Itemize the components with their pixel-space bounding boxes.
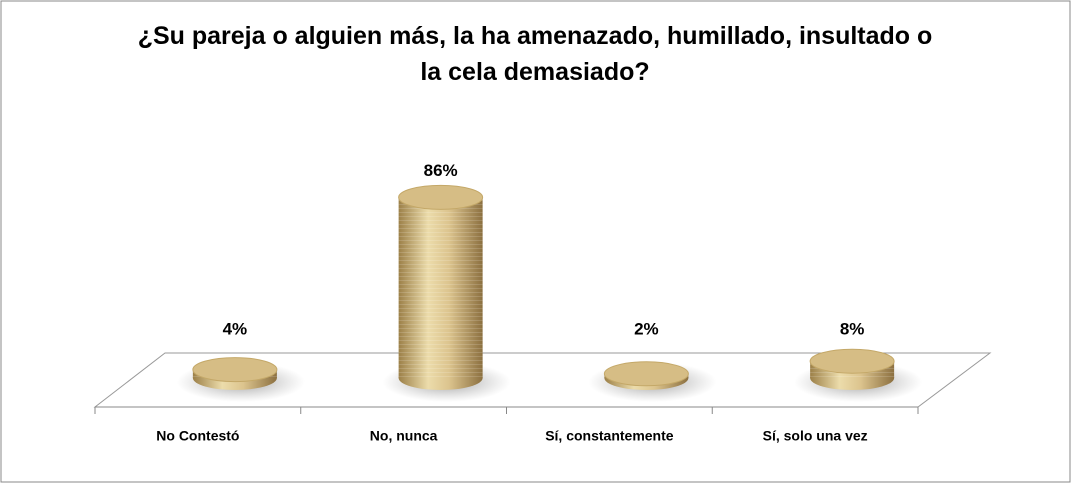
x-tick-label: Sí, solo una vez xyxy=(763,428,868,444)
cylinder xyxy=(794,348,923,402)
cylinder xyxy=(588,361,717,402)
data-label: 8% xyxy=(840,319,865,338)
cylinder-top xyxy=(398,184,484,210)
x-tick-label: No, nunca xyxy=(370,428,438,444)
data-label: 2% xyxy=(634,319,659,338)
x-tick-label: Sí, constantemente xyxy=(545,428,674,444)
data-label: 86% xyxy=(424,161,458,180)
cylinder-top xyxy=(809,348,895,374)
x-tick-label: No Contestó xyxy=(156,428,239,444)
cylinder-top xyxy=(192,357,278,383)
cylinder xyxy=(176,357,305,402)
chart-title: ¿Su pareja o alguien más, la ha amenazad… xyxy=(137,22,933,86)
data-label: 4% xyxy=(223,319,248,338)
cylinder-top xyxy=(603,361,689,387)
cylinder xyxy=(382,184,511,402)
cylinder-rings xyxy=(398,197,483,378)
